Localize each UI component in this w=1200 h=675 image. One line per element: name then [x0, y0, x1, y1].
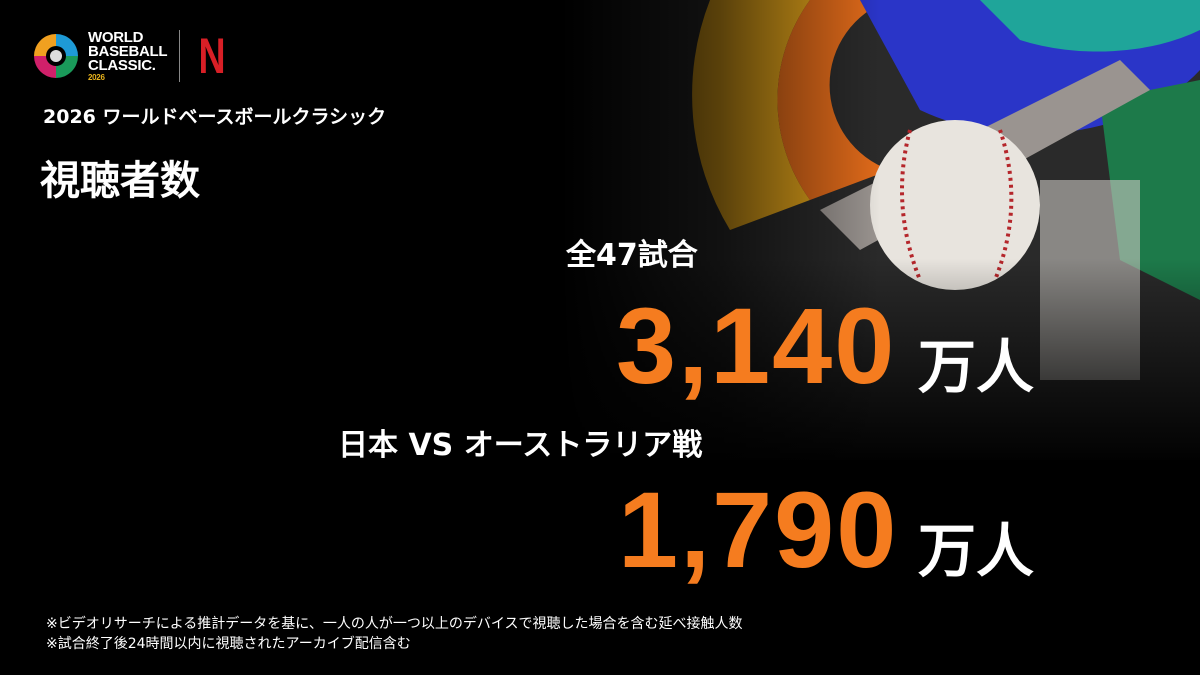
- stat-unit: 万人: [918, 333, 1035, 401]
- footnotes: ※ビデオリサーチによる推計データを基に、一人の人が一つ以上のデバイスで視聴した場…: [46, 614, 742, 654]
- wbc-logo-icon: [34, 34, 78, 78]
- wbc-line: CLASSIC.: [88, 56, 156, 74]
- footnote: ※ビデオリサーチによる推計データを基に、一人の人が一つ以上のデバイスで視聴した場…: [46, 616, 743, 632]
- footnote: ※試合終了後24時間以内に視聴されたアーカイブ配信含む: [46, 636, 411, 652]
- page-title: 視聴者数: [40, 158, 200, 204]
- logo-divider: [179, 30, 181, 82]
- background-fade: [560, 0, 1200, 470]
- stat-label-japan-australia: 日本 VS オーストラリア戦: [338, 428, 703, 463]
- stat-value-all-games: 3,140: [616, 285, 897, 406]
- subtitle: 2026 ワールドベースボールクラシック: [43, 106, 387, 128]
- stat-value-japan-australia: 1,790: [618, 469, 899, 590]
- logo-bar: WORLD BASEBALL CLASSIC. 2026 N: [30, 30, 230, 82]
- stat-unit: 万人: [918, 517, 1035, 585]
- stat-label-all-games: 全47試合: [566, 238, 698, 273]
- netflix-logo: N: [198, 28, 226, 84]
- wbc-line: BASEBALL: [88, 42, 168, 60]
- wbc-year: 2026: [88, 72, 105, 82]
- wbc-wordmark: WORLD BASEBALL CLASSIC. 2026: [88, 28, 168, 82]
- wbc-line: WORLD: [88, 28, 144, 46]
